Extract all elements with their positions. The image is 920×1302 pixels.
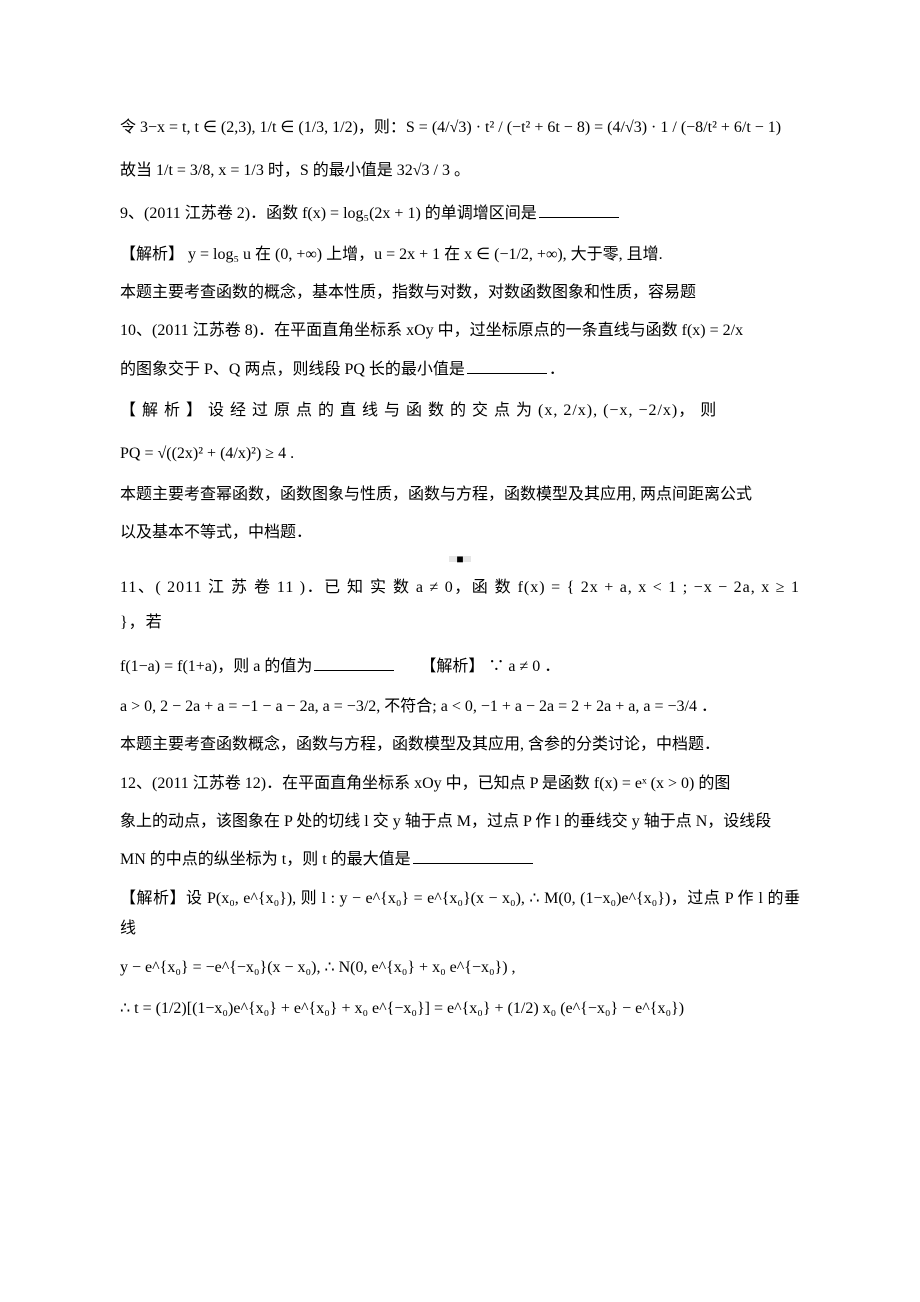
fill-blank [413, 849, 533, 864]
question-11: 11、( 2011 江 苏 卷 11 )．已 知 实 数 a ≠ 0，函 数 f… [120, 570, 800, 640]
paragraph-line: MN 的中点的纵坐标为 t，则 t 的最大值是 [120, 845, 800, 875]
equation-line: ∴ t = (1/2)[(1−x₀)e^{x₀} + e^{x₀} + x₀ e… [120, 991, 800, 1026]
question-12: 12、(2011 江苏卷 12)．在平面直角坐标系 xOy 中，已知点 P 是函… [120, 769, 800, 799]
analysis-line: 【解析】设 P(x₀, e^{x₀}), 则 l : y − e^{x₀} = … [120, 884, 800, 945]
analysis-line: 【 解 析 】 设 经 过 原 点 的 直 线 与 函 数 的 交 点 为 (x… [120, 393, 800, 428]
paragraph-line: 以及基本不等式，中档题． [120, 518, 800, 548]
text-run: f(1−a) = f(1+a)，则 a 的值为 [120, 658, 312, 675]
paragraph-line: f(1−a) = f(1+a)，则 a 的值为 【解析】 ∵ a ≠ 0 ． [120, 649, 800, 684]
text-run: 的图象交于 P、Q 两点，则线段 PQ 长的最小值是 [120, 361, 465, 378]
paragraph-line: a > 0, 2 − 2a + a = −1 − a − 2a, a = −3/… [120, 692, 800, 722]
equation-line: y − e^{x₀} = −e^{−x₀}(x − x₀), ∴ N(0, e^… [120, 953, 800, 983]
math-document-page: 令 3−x = t, t ∈ (2,3), 1/t ∈ (1/3, 1/2)，则… [120, 110, 800, 1026]
paragraph-line: 本题主要考查幂函数，函数图象与性质，函数与方程，函数模型及其应用, 两点间距离公… [120, 480, 800, 510]
text-run: 【解析】 ∵ a ≠ 0 ． [420, 658, 560, 675]
fill-blank [539, 203, 619, 218]
analysis-line: 【解析】 y = log₅ u 在 (0, +∞) 上增，u = 2x + 1 … [120, 240, 800, 270]
question-9: 9、(2011 江苏卷 2)．函数 f(x) = log₅(2x + 1) 的单… [120, 196, 800, 231]
paragraph-line: 本题主要考查函数概念，函数与方程，函数模型及其应用, 含参的分类讨论，中档题． [120, 730, 800, 760]
question-10: 10、(2011 江苏卷 8)．在平面直角坐标系 xOy 中，过坐标原点的一条直… [120, 316, 800, 346]
fill-blank [314, 655, 394, 670]
equation-line: PQ = √((2x)² + (4/x)²) ≥ 4 . [120, 436, 800, 471]
text-run: MN 的中点的纵坐标为 t，则 t 的最大值是 [120, 851, 411, 868]
paragraph-line: 的图象交于 P、Q 两点，则线段 PQ 长的最小值是 ． [120, 355, 800, 385]
text-run: 9、(2011 江苏卷 2)．函数 f(x) = log₅(2x + 1) 的单… [120, 205, 537, 222]
text-run: ． [549, 361, 565, 378]
paragraph-line: 象上的动点，该图象在 P 处的切线 l 交 y 轴于点 M，过点 P 作 l 的… [120, 807, 800, 837]
paragraph-line: 令 3−x = t, t ∈ (2,3), 1/t ∈ (1/3, 1/2)，则… [120, 110, 800, 145]
paragraph-line: 本题主要考查函数的概念，基本性质，指数与对数，对数函数图象和性质，容易题 [120, 278, 800, 308]
page-marker: ■ [449, 556, 471, 562]
paragraph-line: 故当 1/t = 3/8, x = 1/3 时，S 的最小值是 32√3 / 3… [120, 153, 800, 188]
fill-blank [467, 358, 547, 373]
